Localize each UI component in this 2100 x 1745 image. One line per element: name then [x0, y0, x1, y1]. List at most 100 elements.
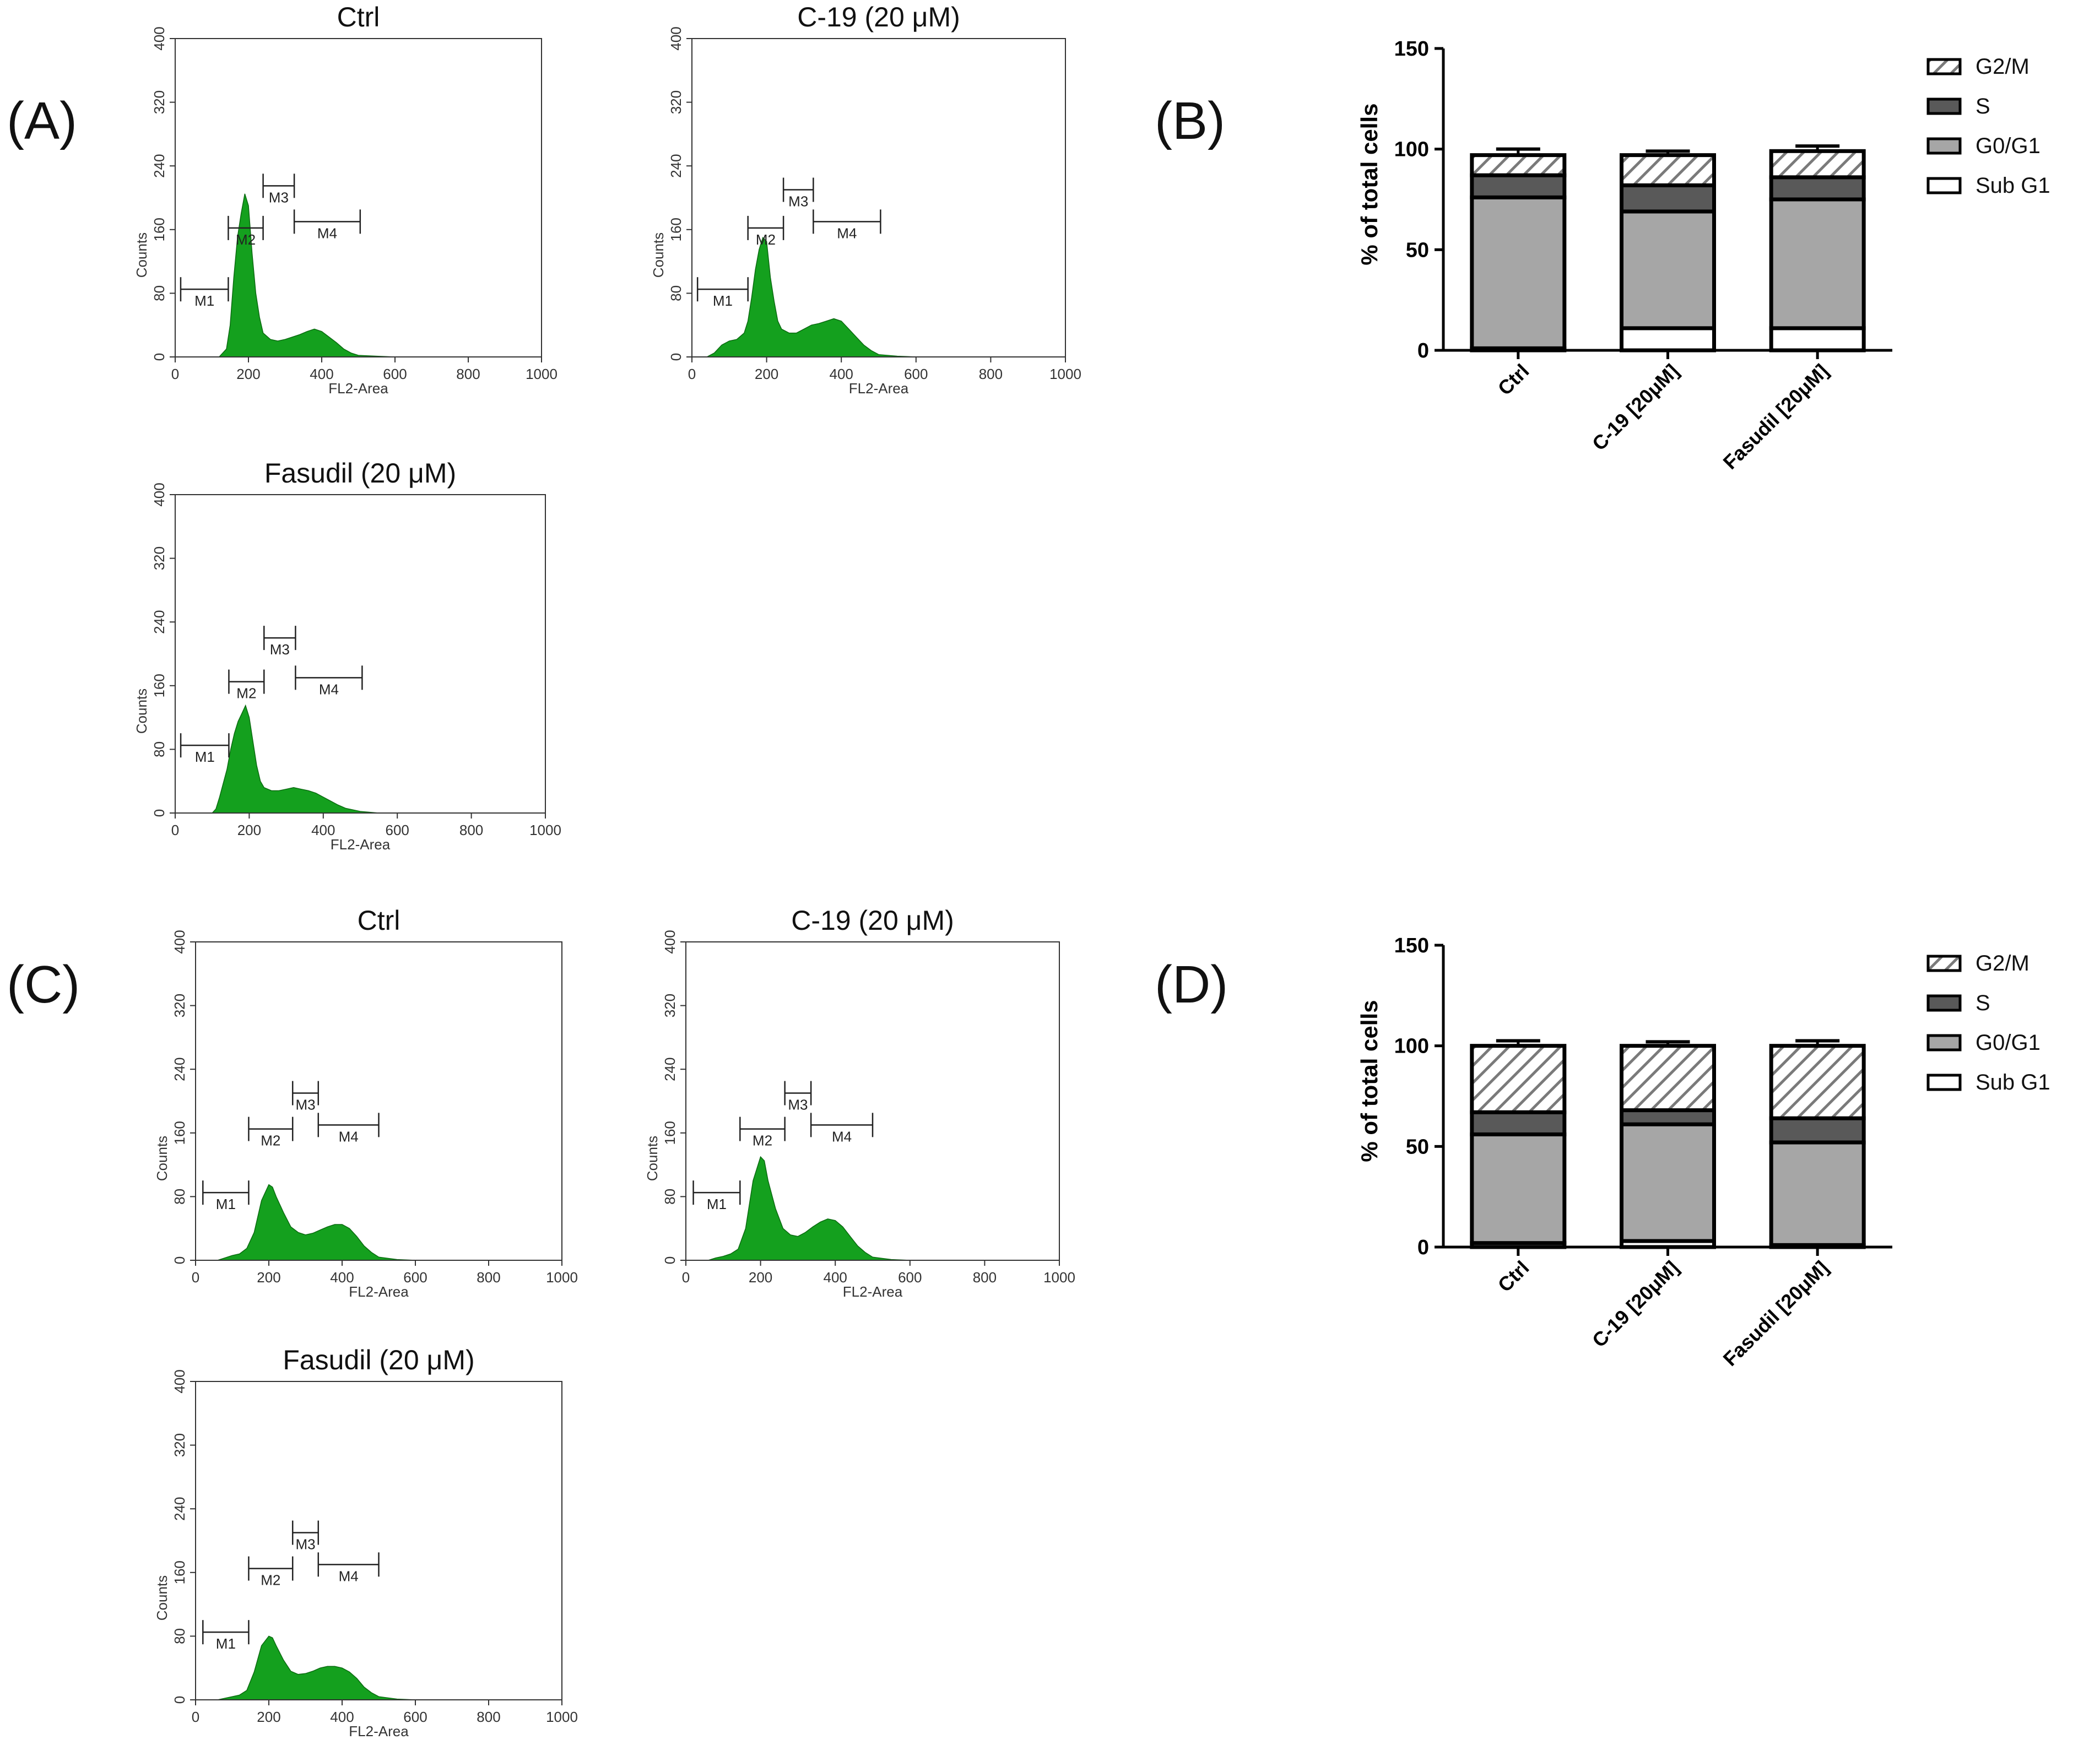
x-tick-label: 400	[330, 1269, 354, 1286]
x-category-label: Ctrl	[1493, 360, 1534, 400]
legend-label: S	[1975, 991, 1990, 1015]
y-tick-label: 160	[151, 218, 167, 241]
histogram-a-2: C-19 (20 μM) 0 200 400 600 800 1000 0 80 160 240 32…	[650, 2, 1081, 397]
x-tick-label: 1000	[546, 1269, 578, 1286]
gate-marker-m2: M2	[228, 669, 265, 702]
legend-label: G2/M	[1975, 951, 2029, 976]
panel-label-a: (A)	[7, 91, 77, 150]
legend-swatch	[1926, 58, 1962, 75]
y-tick-label: 160	[662, 1121, 678, 1145]
gate-label: M4	[339, 1128, 359, 1145]
histogram-title: Ctrl	[337, 2, 380, 32]
y-tick-label: 0	[662, 1256, 678, 1264]
y-tick-label: 160	[668, 218, 684, 241]
y-axis-label: Counts	[154, 1136, 170, 1181]
panel-label-c: (C)	[7, 955, 80, 1014]
plot-frame	[195, 1381, 562, 1700]
x-tick-label: 1000	[529, 822, 561, 838]
bar-segment-s	[1470, 173, 1567, 199]
legend-swatch	[1926, 955, 1962, 972]
x-tick-label: 200	[236, 366, 260, 382]
plot-frame	[685, 941, 1060, 1261]
gate-label: M3	[269, 189, 289, 205]
gate-label: M3	[295, 1097, 315, 1113]
x-tick-label: 0	[682, 1269, 690, 1286]
gate-marker-m2: M2	[228, 215, 264, 248]
gate-label: M3	[270, 641, 290, 658]
y-tick-label: 150	[1394, 37, 1429, 61]
y-axis-label: Counts	[154, 1575, 170, 1621]
plot-frame	[691, 38, 1066, 357]
x-tick-label: 1000	[1049, 366, 1081, 382]
x-tick-label: 800	[973, 1269, 997, 1286]
histogram-title: Fasudil (20 μM)	[283, 1345, 474, 1375]
y-tick-label: 0	[1417, 1236, 1429, 1259]
x-axis-label: FL2-Area	[349, 1723, 409, 1739]
x-tick-label: 1000	[546, 1709, 578, 1725]
gate-label: M3	[788, 1097, 808, 1113]
x-tick-label: 600	[386, 822, 409, 838]
x-tick-label: 1000	[1043, 1269, 1075, 1286]
bar-segment-sub-g1	[1620, 326, 1716, 353]
legend-label: G0/G1	[1975, 134, 2041, 158]
gate-label: M2	[756, 231, 776, 248]
histogram-area	[196, 1635, 562, 1700]
gate-marker-m3: M3	[784, 1081, 812, 1113]
gate-label: M1	[216, 1635, 236, 1652]
x-tick-label: 400	[311, 822, 335, 838]
bar-segment-g2-m	[1620, 1044, 1716, 1113]
histogram-area	[196, 1184, 562, 1261]
gate-label: M4	[319, 681, 339, 697]
gate-label: M1	[707, 1196, 727, 1212]
panel-label-b: (B)	[1155, 91, 1225, 150]
y-tick-label: 80	[151, 285, 167, 301]
x-category-label: Fasudil [20μM]	[1719, 360, 1833, 474]
y-tick-label: 400	[668, 26, 684, 50]
gate-label: M4	[837, 225, 857, 241]
y-tick-label: 240	[668, 154, 684, 178]
y-tick-label: 240	[662, 1058, 678, 1081]
y-tick-label: 320	[171, 994, 188, 1017]
x-tick-label: 400	[330, 1709, 354, 1725]
y-axis-label: Counts	[644, 1136, 661, 1181]
bar-segment-g0-g1	[1769, 1140, 1866, 1247]
y-tick-label: 50	[1406, 1135, 1429, 1158]
y-axis-label: % of total cells	[1356, 1000, 1382, 1162]
bar-segment-g0-g1	[1620, 209, 1716, 330]
y-tick-label: 320	[662, 994, 678, 1017]
y-tick-label: 400	[171, 930, 188, 953]
y-tick-label: 80	[171, 1189, 188, 1205]
x-axis-label: FL2-Area	[328, 380, 388, 397]
gate-marker-m2: M2	[248, 1556, 294, 1589]
histogram-c-2: C-19 (20 μM) 0 200 400 600 800 1000 0 80 160 240 32…	[644, 905, 1075, 1300]
gate-marker-m2: M2	[248, 1117, 294, 1149]
x-tick-label: 0	[192, 1269, 199, 1286]
x-axis-label: FL2-Area	[349, 1283, 409, 1300]
y-tick-label: 400	[662, 930, 678, 953]
histogram-title: C-19 (20 μM)	[791, 905, 954, 936]
gate-label: M3	[295, 1536, 315, 1553]
x-tick-label: 800	[459, 822, 483, 838]
bar-segment-s	[1620, 1108, 1716, 1126]
x-tick-label: 800	[477, 1269, 500, 1286]
y-tick-label: 240	[151, 154, 167, 178]
x-category-label: C-19 [20μM]	[1588, 1256, 1683, 1352]
gate-marker-m3: M3	[291, 1081, 320, 1113]
stacked-bar-chart-b: 0 50 100 150 % of total cells Ctrl C-19 [20μM]…	[1356, 37, 2050, 474]
x-tick-label: 800	[456, 366, 480, 382]
x-tick-label: 600	[383, 366, 407, 382]
plot-frame	[175, 38, 542, 357]
y-tick-label: 400	[151, 26, 167, 50]
gate-label: M1	[713, 292, 733, 309]
y-tick-label: 160	[171, 1121, 188, 1145]
histogram-area	[175, 193, 542, 357]
y-tick-label: 80	[662, 1189, 678, 1205]
bar-segment-g0-g1	[1769, 197, 1866, 330]
gate-marker-m1: M1	[180, 277, 229, 309]
histogram-title: Ctrl	[358, 905, 400, 936]
bar-segment-g2-m	[1769, 1044, 1866, 1120]
bar-segment-g2-m	[1470, 153, 1567, 177]
y-tick-label: 0	[1417, 339, 1429, 362]
y-axis-label: Counts	[133, 232, 150, 278]
